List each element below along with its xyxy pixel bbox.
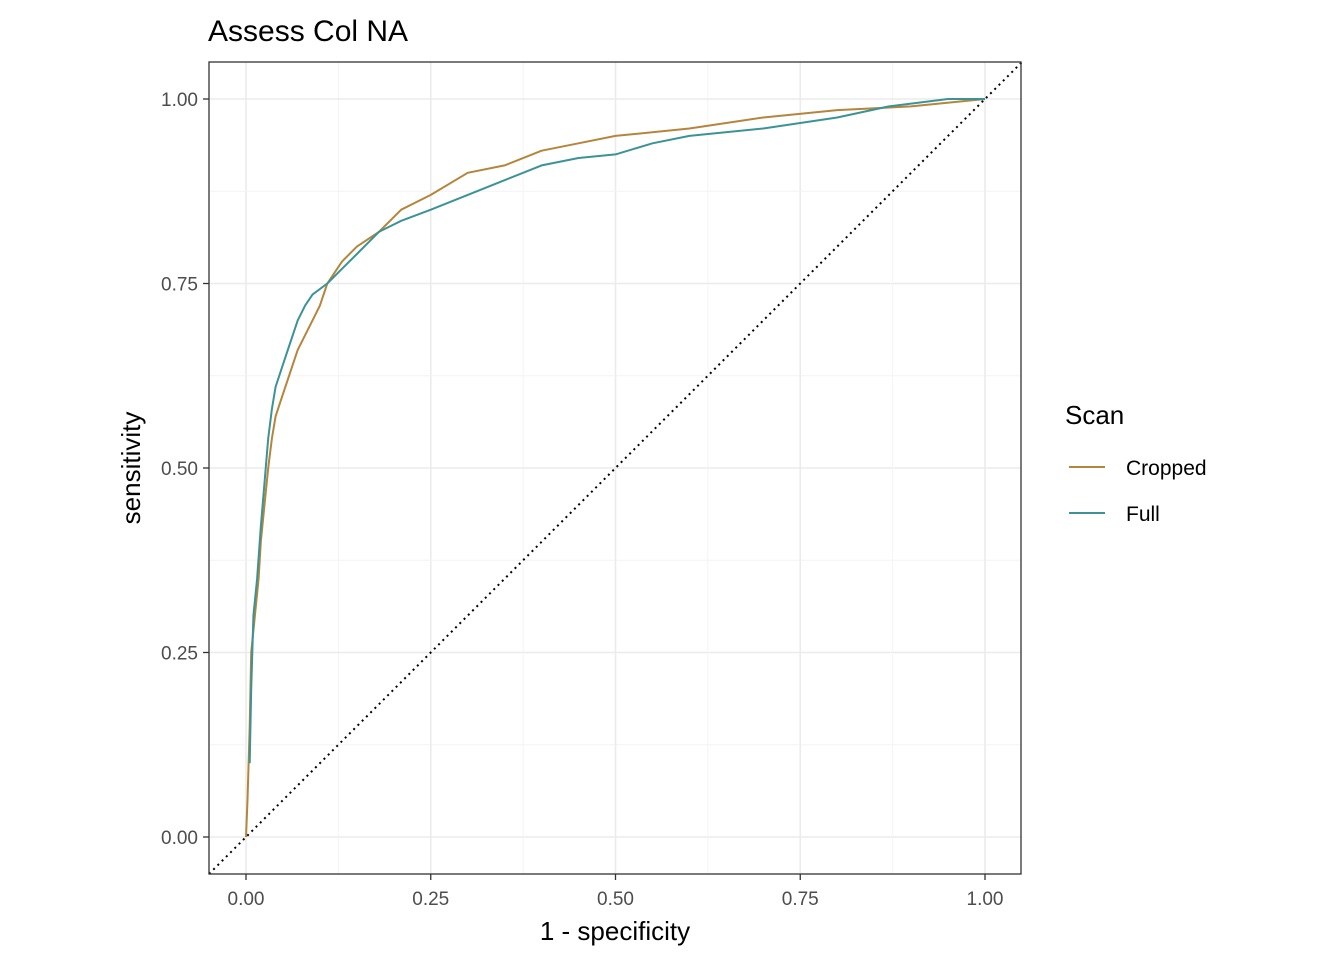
chart-title: Assess Col NA <box>208 15 408 48</box>
y-tick-label: 0.25 <box>161 644 198 665</box>
grid-lines <box>209 62 1021 874</box>
legend-label-cropped: Cropped <box>1126 457 1207 480</box>
x-axis: 0.00 0.25 0.50 0.75 1.00 <box>228 874 1004 910</box>
series-line-full <box>248 98 985 764</box>
x-tick-label: 1.00 <box>967 889 1004 910</box>
y-tick-label: 0.75 <box>161 275 198 296</box>
y-axis-title: sensitivity <box>116 412 146 525</box>
y-axis: 0.00 0.25 0.50 0.75 1.00 <box>161 90 209 849</box>
legend-title: Scan <box>1065 400 1124 430</box>
legend-label-full: Full <box>1126 503 1160 526</box>
series-line-cropped <box>245 98 986 838</box>
y-tick-label: 1.00 <box>161 90 198 111</box>
x-tick-label: 0.50 <box>597 889 634 910</box>
x-tick-label: 0.25 <box>412 889 449 910</box>
x-tick-label: 0.75 <box>782 889 819 910</box>
y-tick-label: 0.00 <box>161 828 198 849</box>
legend: Scan Cropped Full <box>1065 400 1207 526</box>
y-tick-label: 0.50 <box>161 459 198 480</box>
series-layer <box>245 98 986 838</box>
x-tick-label: 0.00 <box>228 889 265 910</box>
x-axis-title: 1 - specificity <box>540 916 690 946</box>
